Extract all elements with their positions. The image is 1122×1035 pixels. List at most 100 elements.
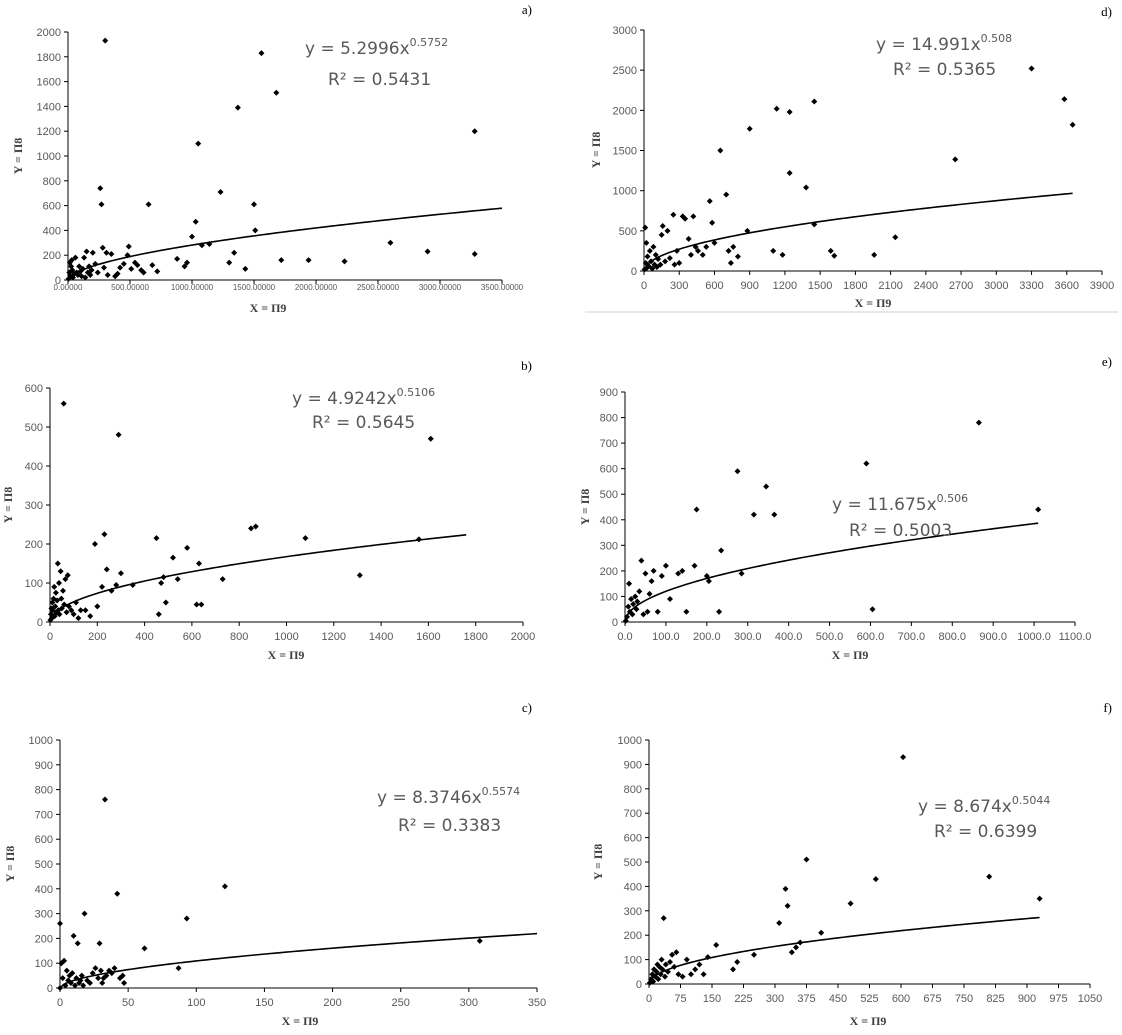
data-point — [77, 607, 84, 614]
y-tick-label: 600 — [25, 383, 43, 395]
data-point — [703, 243, 710, 250]
x-tick-label: 2700 — [949, 280, 973, 292]
y-tick-label: 200 — [600, 566, 618, 578]
trend-equation: y = 5.2996x0.5752 — [305, 36, 448, 59]
y-axis-title: Y = П8 — [589, 132, 603, 168]
data-point — [252, 227, 259, 234]
trendline — [59, 932, 538, 989]
data-point — [95, 975, 102, 982]
x-tick-label: 1400 — [369, 631, 393, 643]
y-tick-label: 0 — [37, 617, 43, 629]
data-point — [713, 941, 720, 948]
y-tick-label: 1200 — [37, 126, 61, 138]
data-point — [1028, 65, 1035, 72]
y-tick-label: 500 — [624, 857, 642, 869]
data-point — [52, 589, 59, 596]
y-axis-title: Y = П8 — [1, 487, 15, 523]
y-tick-label: 900 — [624, 759, 642, 771]
y-tick-label: 100 — [624, 955, 642, 967]
data-point — [183, 915, 190, 922]
data-point — [198, 601, 205, 608]
data-point — [709, 219, 716, 226]
data-point — [734, 468, 741, 475]
data-point — [60, 400, 67, 407]
r-squared: R² = 0.5003 — [849, 521, 952, 541]
x-tick-label: 800 — [230, 631, 248, 643]
chart-panel-c: 0 50 100 150 200 250 300 350 0 100 200 300 400 500 600… — [3, 700, 546, 1028]
x-tick-label: 500.0 — [816, 631, 844, 643]
data-point — [673, 247, 680, 254]
y-tick-label: 300 — [624, 906, 642, 918]
data-point — [69, 970, 76, 977]
x-tick-label: 450 — [829, 993, 847, 1005]
data-point — [78, 972, 85, 979]
data-point — [784, 902, 791, 909]
data-point — [711, 239, 718, 246]
trend-equation-base: y = 5.2996x — [305, 39, 410, 59]
data-point — [723, 191, 730, 198]
data-point — [149, 262, 156, 269]
data-point — [242, 265, 249, 272]
data-point — [221, 883, 228, 890]
data-point — [75, 615, 82, 622]
x-tick-label: 250 — [392, 997, 410, 1009]
y-tick-label: 500 — [600, 489, 618, 501]
x-tick-label: 50 — [122, 997, 134, 1009]
data-point — [818, 929, 825, 936]
x-tick-label: 500.00000 — [111, 283, 149, 292]
x-tick-label: 400 — [135, 631, 153, 643]
data-point — [658, 573, 665, 579]
trendline — [643, 192, 1073, 272]
x-tick-label: 3300 — [1019, 280, 1043, 292]
x-tick-label: 0.00000 — [54, 283, 83, 292]
data-point — [96, 940, 103, 947]
x-tick-label: 975 — [1049, 993, 1067, 1005]
x-tick-label: 1200 — [322, 631, 346, 643]
data-point — [97, 185, 104, 192]
x-tick-label: 0 — [47, 631, 53, 643]
y-tick-label: 700 — [600, 438, 618, 450]
data-point — [114, 890, 121, 897]
data-point — [94, 603, 101, 610]
trend-equation-base: y = 4.9242x — [292, 389, 397, 409]
y-tick-label: 500 — [619, 226, 637, 238]
data-point — [87, 613, 94, 620]
data-point — [655, 976, 662, 983]
data-point — [670, 211, 677, 218]
panel-label: f) — [1103, 700, 1112, 715]
data-point — [54, 597, 61, 604]
data-point — [667, 596, 673, 602]
data-point — [650, 243, 657, 250]
y-tick-label: 0 — [612, 617, 618, 629]
data-point — [99, 980, 106, 987]
data-point — [117, 570, 124, 577]
data-point — [638, 557, 645, 564]
data-point — [727, 259, 734, 266]
data-point — [278, 257, 285, 264]
data-point — [82, 274, 89, 281]
trend-equation: y = 11.675x0.506 — [832, 492, 968, 515]
data-point — [74, 940, 81, 947]
data-point — [872, 876, 879, 883]
data-point — [642, 570, 649, 577]
trend-equation-exponent: 0.5106 — [397, 386, 436, 399]
data-point — [226, 259, 233, 266]
data-point — [706, 198, 713, 205]
data-point — [114, 270, 121, 277]
data-point — [58, 605, 65, 612]
data-point — [797, 939, 804, 946]
x-tick-label: 1500 — [808, 280, 832, 292]
data-point — [124, 252, 131, 259]
data-point — [89, 249, 96, 256]
data-point — [659, 223, 666, 230]
data-point — [111, 965, 118, 972]
data-point — [61, 601, 68, 608]
y-tick-label: 3000 — [613, 25, 637, 37]
data-point — [81, 254, 88, 261]
data-point — [99, 583, 106, 590]
x-tick-label: 300 — [460, 997, 478, 1009]
data-point — [676, 259, 683, 266]
data-point — [76, 263, 83, 270]
data-point — [73, 599, 80, 606]
